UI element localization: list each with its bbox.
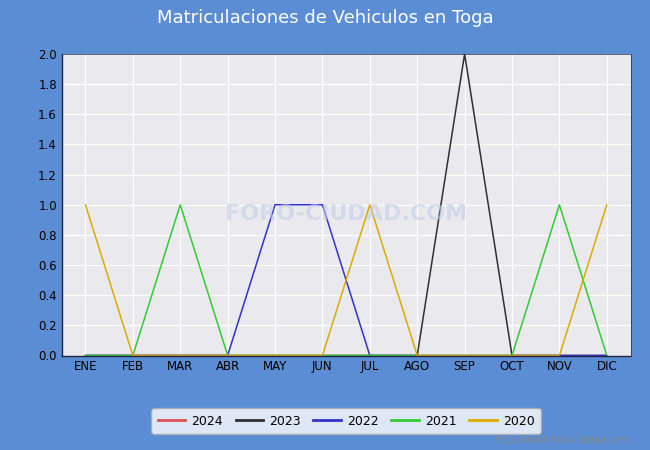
Text: http://www.foro-ciudad.com: http://www.foro-ciudad.com: [495, 435, 630, 445]
Text: FORO-CIUDAD.COM: FORO-CIUDAD.COM: [225, 204, 467, 224]
Text: Matriculaciones de Vehiculos en Toga: Matriculaciones de Vehiculos en Toga: [157, 9, 493, 27]
Legend: 2024, 2023, 2022, 2021, 2020: 2024, 2023, 2022, 2021, 2020: [151, 409, 541, 434]
